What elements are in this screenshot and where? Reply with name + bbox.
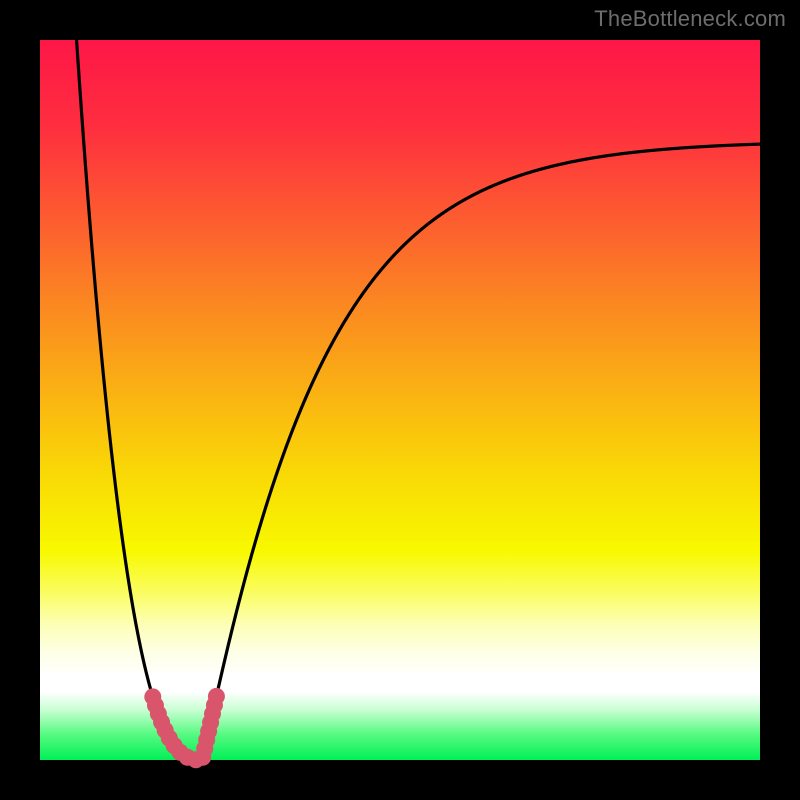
bottleneck-chart — [0, 0, 800, 800]
gradient-panel — [40, 40, 760, 760]
bead — [208, 688, 225, 705]
chart-stage: TheBottleneck.com — [0, 0, 800, 800]
